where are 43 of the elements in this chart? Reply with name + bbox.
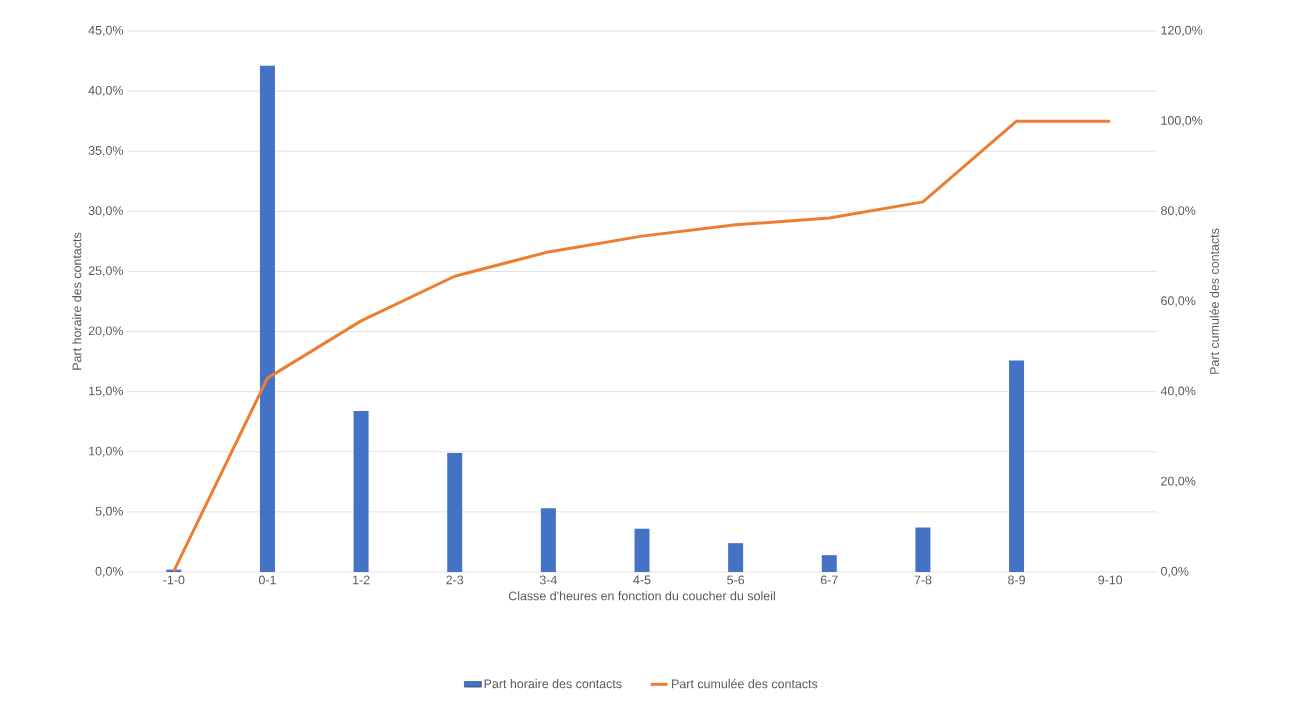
bar — [821, 555, 837, 572]
y-tick-label: 20,0% — [88, 326, 124, 337]
y2-tick-label: 60,0% — [1161, 296, 1196, 307]
y-tick-label: 10,0% — [89, 446, 124, 457]
y-tick-label: 35,0% — [88, 146, 124, 157]
bar — [447, 452, 463, 572]
bar — [915, 527, 931, 572]
x-tick-label: 6-7 — [820, 575, 838, 585]
y-tick-label: 40,0% — [88, 85, 124, 97]
x-tick-label: 3-4 — [539, 575, 557, 585]
y-tick-label: 30,0% — [88, 206, 124, 217]
y2-tick-label: 40,0% — [1160, 386, 1196, 397]
x-tick-label: 2-3 — [446, 575, 464, 585]
x-axis-title: Classe d'heures en fonction du coucher du soleil — [508, 591, 775, 601]
legend-label: Part cumulée des contacts — [672, 678, 818, 689]
y-tick-label: 25,0% — [88, 266, 124, 277]
bar — [353, 410, 369, 572]
bar — [634, 528, 650, 572]
y2-tick-label: 0,0% — [1161, 566, 1189, 578]
y2-tick-label: 20,0% — [1161, 476, 1196, 487]
x-tick-label: -1-0 — [163, 575, 185, 585]
y2-tick-label: 120,0% — [1161, 25, 1203, 37]
x-tick-label: 8-9 — [1008, 575, 1025, 585]
x-tick-label: 5-6 — [727, 575, 745, 585]
x-tick-label: 4-5 — [633, 575, 651, 585]
y2-axis-title: Part cumulée des contacts — [1209, 228, 1219, 374]
x-tick-label: 1-2 — [353, 575, 370, 585]
y2-tick-label: 100,0% — [1161, 116, 1203, 127]
y-tick-label: 15,0% — [89, 386, 124, 397]
y-tick-label: 0,0% — [95, 566, 124, 578]
x-tick-label: 7-8 — [914, 575, 932, 585]
bar — [259, 65, 275, 572]
bar — [540, 508, 556, 572]
y-axis-title: Part horaire des contacts — [72, 232, 82, 370]
y2-tick-label: 80,0% — [1161, 206, 1196, 217]
legend-label: Part horaire des contacts — [484, 679, 622, 689]
x-tick-label: 9-10 — [1098, 575, 1123, 585]
y-tick-label: 5,0% — [95, 506, 124, 518]
line-series — [172, 119, 1112, 572]
y-tick-label: 45,0% — [88, 25, 124, 37]
bar — [728, 543, 744, 572]
bar — [1009, 360, 1025, 572]
x-tick-label: 0-1 — [258, 575, 276, 585]
